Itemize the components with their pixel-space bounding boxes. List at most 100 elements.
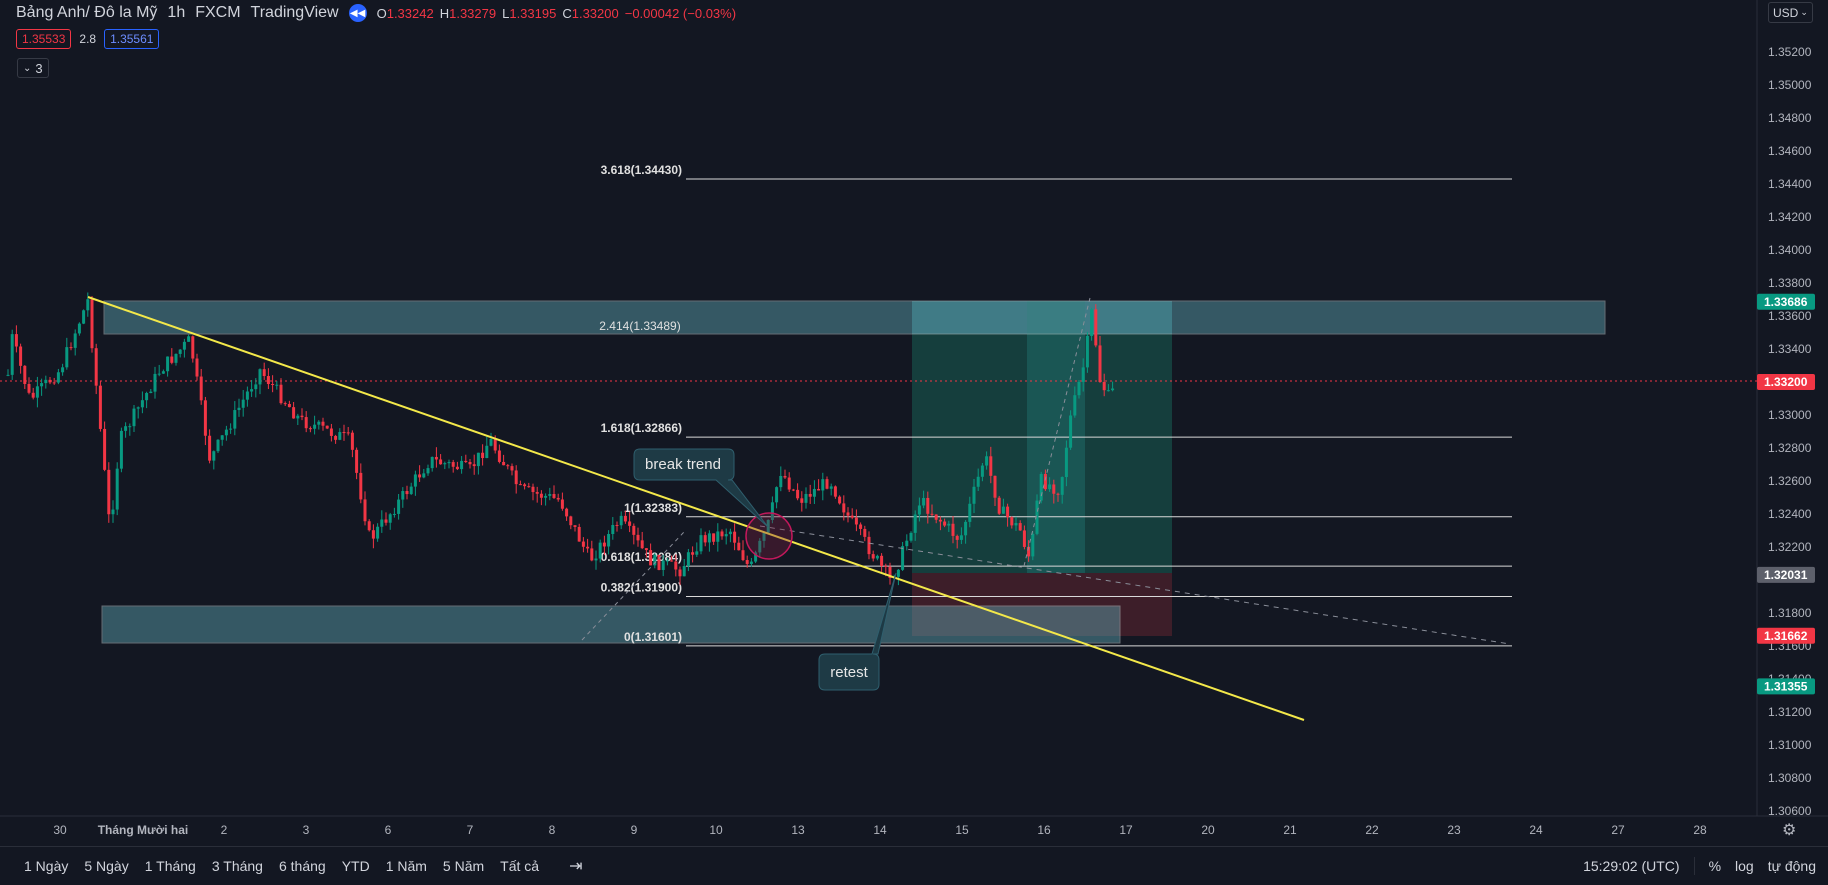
range-1[interactable]: 5 Ngày <box>84 858 129 874</box>
range-7[interactable]: 5 Năm <box>442 858 485 874</box>
price-change: −0.00042 (−0.03%) <box>624 5 737 21</box>
price-tick: 1.31800 <box>1768 606 1812 620</box>
candle-body <box>1077 381 1081 396</box>
spread: 2.8 <box>79 32 97 46</box>
sell-button[interactable]: 1.35533 <box>16 29 72 49</box>
candle-body <box>854 517 858 525</box>
candle-body <box>300 415 304 418</box>
candle-body <box>52 382 56 384</box>
break-trend-callout[interactable]: break trend <box>633 448 769 528</box>
candle-body <box>90 299 94 349</box>
symbol-header[interactable]: Bảng Anh/ Đô la Mỹ 1h FXCM TradingView ◀… <box>16 2 736 24</box>
candle-body <box>472 464 476 467</box>
range-5[interactable]: YTD <box>341 858 370 874</box>
candle-body <box>661 560 665 570</box>
symbol-name[interactable]: Bảng Anh/ Đô la Mỹ <box>16 4 158 21</box>
candle-body <box>665 560 669 562</box>
currency-select[interactable]: USD ⌄ <box>1768 2 1813 23</box>
fib-level-label: 0.382(1.31900) <box>601 581 682 595</box>
candle-body <box>1064 447 1068 478</box>
candle-body <box>275 384 279 386</box>
candle-body <box>695 551 699 555</box>
candle-body <box>733 531 737 543</box>
interval[interactable]: 1h <box>167 4 186 21</box>
price-tick: 1.31200 <box>1768 705 1812 719</box>
ohlc-values: O1.33242 H1.33279 L1.33195 C1.33200 −0.0… <box>376 5 737 21</box>
time-tick: 30 <box>53 823 67 837</box>
candle-body <box>397 499 401 514</box>
time-tick: 17 <box>1119 823 1133 837</box>
rewind-icon[interactable]: ◀◀ <box>348 4 367 22</box>
time-tick: Tháng Mười hai <box>98 823 189 837</box>
support-zone[interactable] <box>101 605 1121 644</box>
range-0[interactable]: 1 Ngày <box>24 858 69 874</box>
retest-callout[interactable]: retest <box>818 572 897 691</box>
price-tick: 1.30800 <box>1768 771 1812 785</box>
time-tick: 7 <box>467 823 474 837</box>
candle-body <box>825 479 829 489</box>
fibonacci-extension[interactable]: 3.618(1.34430) 2.414(1.33489) 1.618(1.3286… <box>599 163 1512 647</box>
candle-body <box>413 474 417 487</box>
price-tick: 1.34800 <box>1768 111 1812 125</box>
candle-body <box>628 521 632 526</box>
break-highlight-circle <box>745 512 793 560</box>
candle-body <box>989 456 993 476</box>
range-3[interactable]: 3 Tháng <box>211 858 263 874</box>
candle-body <box>682 566 686 577</box>
candle-body <box>993 475 997 498</box>
candle-body <box>565 508 569 517</box>
candle-body <box>1102 382 1106 391</box>
candle-body <box>535 492 539 494</box>
candle-body <box>132 408 136 427</box>
candle-body <box>720 531 724 537</box>
fib-level-label: 3.618(1.34430) <box>601 163 682 177</box>
candle-body <box>716 531 720 542</box>
range-8[interactable]: Tất cả <box>500 858 540 874</box>
candle-body <box>426 468 430 474</box>
candle-body <box>586 546 590 549</box>
resistance-zone[interactable] <box>103 300 1606 335</box>
time-axis[interactable]: 30 Tháng Mười hai 2 3 6 7 8 9 10 13 14 15 16 17 20 21 22… <box>53 823 1707 837</box>
candle-body <box>594 558 598 561</box>
goto-date-icon[interactable]: ⇥ <box>569 858 583 875</box>
candle-body <box>313 424 317 429</box>
candle-body <box>514 470 518 485</box>
range-4[interactable]: 6 tháng <box>278 858 326 874</box>
candle-body <box>871 554 875 559</box>
price-axis[interactable]: 1.35200 1.35000 1.34800 1.34600 1.34400 1.342… <box>1768 45 1812 818</box>
downtrend-line[interactable] <box>87 296 1305 721</box>
buy-button[interactable]: 1.35561 <box>104 29 160 49</box>
candle-body <box>980 465 984 477</box>
candle-body <box>686 552 690 567</box>
candle-body <box>703 535 707 543</box>
candle-body <box>926 497 930 514</box>
candle-body <box>569 516 573 526</box>
range-2[interactable]: 1 Tháng <box>144 858 196 874</box>
candle-body <box>1031 533 1035 557</box>
candle-body <box>607 533 611 547</box>
candle-body <box>737 542 741 551</box>
price-tick: 1.32400 <box>1768 507 1812 521</box>
candle-body <box>838 496 842 504</box>
candle-body <box>997 497 1001 514</box>
candle-body <box>724 534 728 537</box>
trade-buttons: 1.35533 2.8 1.35561 <box>16 29 160 49</box>
candle-body <box>283 403 287 405</box>
log-toggle[interactable]: log <box>1735 858 1754 874</box>
candle-body <box>1111 388 1115 391</box>
candle-body <box>1090 309 1094 336</box>
time-tick: 8 <box>549 823 556 837</box>
auto-toggle[interactable]: tự động <box>1767 858 1816 874</box>
candle-body <box>178 349 182 354</box>
percent-toggle[interactable]: % <box>1708 858 1722 874</box>
candle-body <box>258 369 262 385</box>
candle-body <box>766 519 770 533</box>
settings-icon[interactable]: ⚙ <box>1782 822 1797 839</box>
indicators-toggle[interactable]: ⌄ 3 <box>17 58 49 78</box>
clock[interactable]: 15:29:02 (UTC) <box>1583 858 1680 874</box>
candle-body <box>451 462 455 467</box>
range-6[interactable]: 1 Năm <box>385 858 427 874</box>
candle-body <box>602 542 606 547</box>
price-tick: 1.34000 <box>1768 243 1812 257</box>
